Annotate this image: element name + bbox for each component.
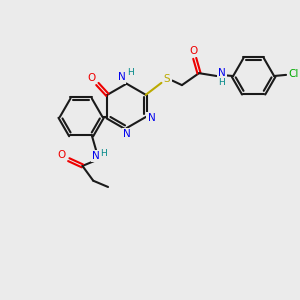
Text: H: H [218,78,225,87]
Text: N: N [218,68,226,78]
Text: N: N [92,151,100,161]
Text: O: O [58,149,66,160]
Text: N: N [148,113,155,123]
Text: N: N [123,129,131,139]
Text: H: H [128,68,134,77]
Text: O: O [189,46,197,56]
Text: Cl: Cl [289,69,299,79]
Text: N: N [118,72,125,82]
Text: S: S [164,74,170,84]
Text: O: O [88,73,96,83]
Text: H: H [100,149,106,158]
